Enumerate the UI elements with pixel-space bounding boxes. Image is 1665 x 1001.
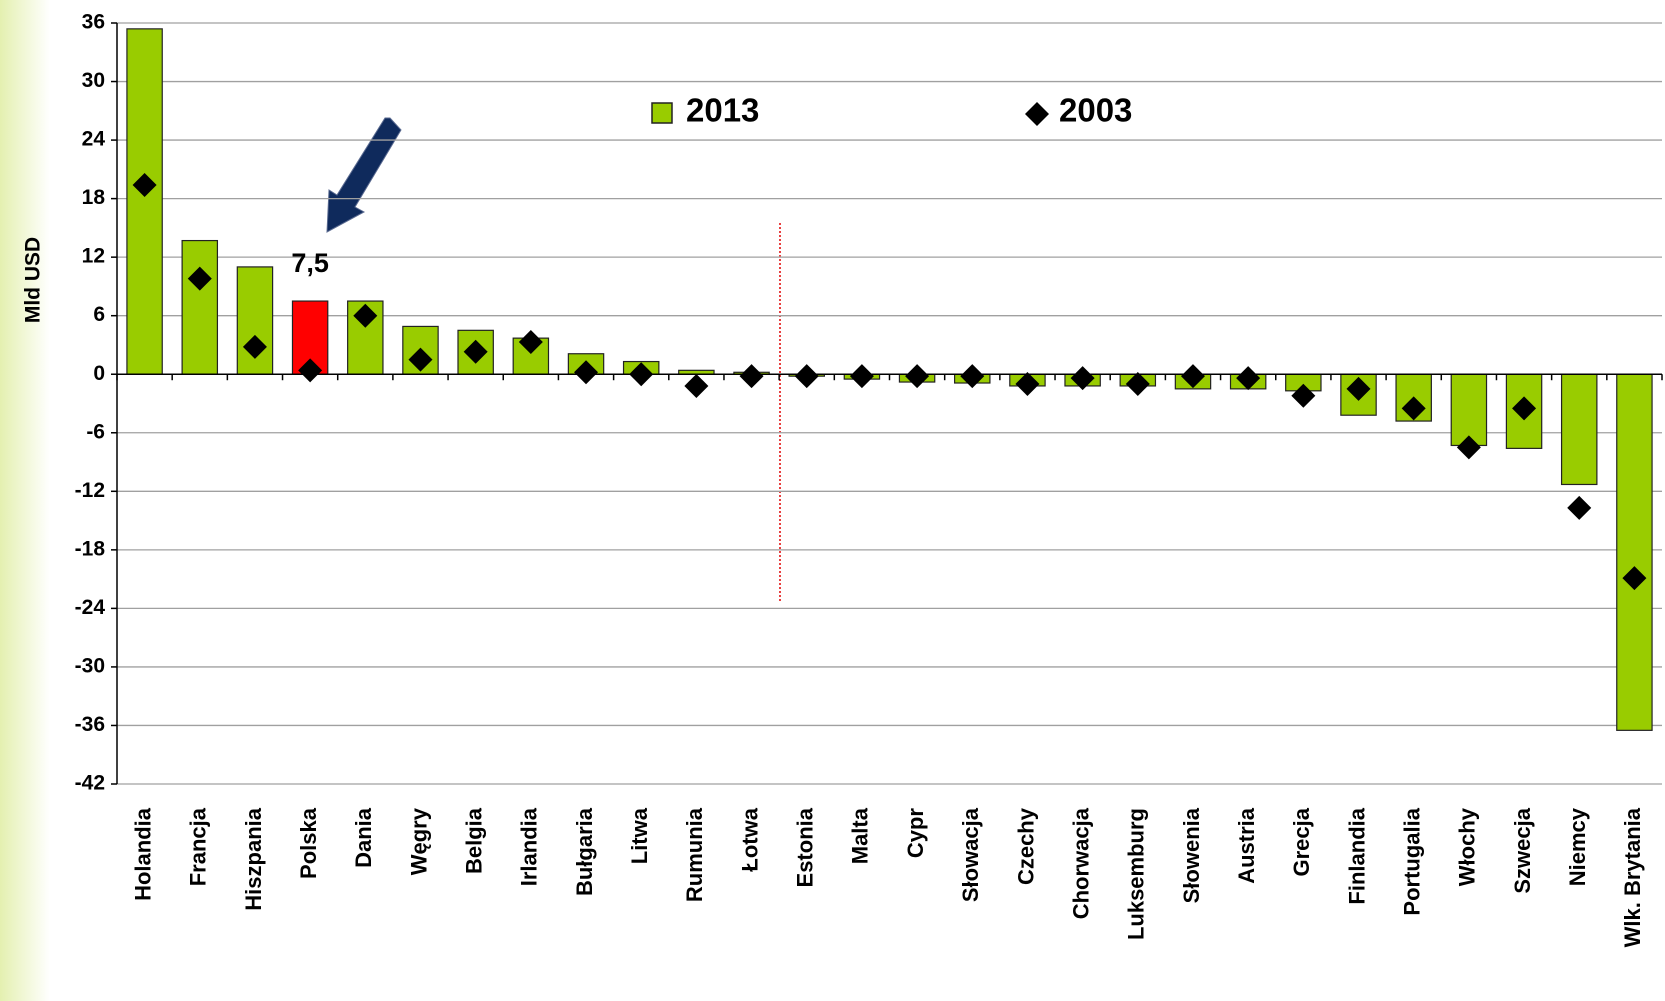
marker bbox=[1125, 371, 1150, 396]
x-tick-label: Wlk. Brytania bbox=[1620, 807, 1645, 947]
marker bbox=[353, 303, 378, 328]
x-tick-label: Grecja bbox=[1289, 807, 1314, 876]
x-tick-label: Niemcy bbox=[1565, 807, 1590, 886]
marker bbox=[960, 364, 985, 389]
marker bbox=[849, 364, 874, 389]
y-tick-label: 6 bbox=[93, 303, 105, 326]
marker bbox=[187, 266, 212, 291]
y-tick-label: 30 bbox=[82, 69, 105, 92]
y-tick-label: 12 bbox=[82, 245, 105, 268]
x-tick-label: Irlandia bbox=[517, 807, 542, 886]
x-tick-label: Litwa bbox=[627, 807, 652, 864]
x-tick-label: Słowenia bbox=[1179, 807, 1204, 903]
y-tick-label: 36 bbox=[82, 11, 105, 34]
bar bbox=[1616, 373, 1653, 731]
legend-swatch bbox=[1025, 102, 1049, 126]
marker bbox=[739, 364, 764, 389]
marker bbox=[905, 364, 930, 389]
marker bbox=[408, 347, 433, 372]
marker bbox=[1512, 396, 1537, 421]
marker bbox=[1291, 383, 1316, 408]
legend-label: 2013 bbox=[686, 92, 759, 129]
marker bbox=[1346, 376, 1371, 401]
x-tick-label: Węgry bbox=[406, 807, 431, 875]
marker bbox=[1622, 566, 1647, 591]
y-tick-label: -42 bbox=[75, 772, 105, 795]
y-tick-label: -36 bbox=[75, 713, 105, 736]
marker bbox=[1456, 435, 1481, 460]
y-tick-label: -18 bbox=[75, 537, 106, 560]
x-tick-label: Cypr bbox=[903, 808, 928, 859]
x-tick-label: Bułgaria bbox=[572, 807, 597, 896]
y-tick-label: -30 bbox=[75, 654, 105, 677]
background-strip bbox=[0, 0, 50, 1001]
marker bbox=[463, 339, 488, 364]
marker bbox=[1180, 364, 1205, 389]
x-tick-label: Belgia bbox=[461, 807, 486, 874]
marker bbox=[242, 334, 267, 359]
marker bbox=[132, 172, 157, 197]
y-tick-label: 0 bbox=[93, 362, 105, 385]
x-tick-label: Rumunia bbox=[682, 807, 707, 902]
x-tick-label: Hiszpania bbox=[241, 807, 266, 910]
marker bbox=[298, 358, 323, 383]
x-tick-label: Polska bbox=[296, 807, 321, 879]
x-tick-label: Dania bbox=[351, 807, 376, 868]
x-tick-label: Finlandia bbox=[1344, 807, 1369, 904]
bar bbox=[181, 239, 219, 375]
y-tick-label: -12 bbox=[75, 479, 105, 502]
x-tick-label: Austria bbox=[1234, 807, 1259, 884]
marker bbox=[684, 373, 709, 398]
arrow bbox=[326, 117, 402, 233]
marker bbox=[794, 364, 819, 389]
marker bbox=[1567, 495, 1592, 520]
x-tick-label: Holandia bbox=[130, 807, 155, 901]
bar bbox=[126, 28, 163, 375]
marker bbox=[629, 362, 654, 387]
marker bbox=[1236, 366, 1261, 391]
x-tick-label: Łotwa bbox=[737, 807, 762, 871]
bar bbox=[1560, 373, 1598, 486]
y-tick-label: -6 bbox=[86, 420, 105, 443]
x-tick-label: Portugalia bbox=[1400, 807, 1425, 915]
x-tick-label: Szwecja bbox=[1510, 807, 1535, 893]
y-tick-label: -24 bbox=[75, 596, 106, 619]
x-tick-label: Estonia bbox=[793, 807, 818, 887]
x-tick-label: Czechy bbox=[1013, 807, 1038, 885]
x-tick-label: Luksemburg bbox=[1124, 808, 1149, 940]
y-tick-label: 24 bbox=[82, 128, 106, 151]
y-axis-label: Mld USD bbox=[22, 237, 45, 323]
marker bbox=[1401, 396, 1426, 421]
bar bbox=[1450, 373, 1488, 447]
x-tick-label: Chorwacja bbox=[1068, 807, 1093, 919]
legend-label: 2003 bbox=[1059, 92, 1132, 129]
x-tick-label: Francja bbox=[186, 807, 211, 886]
marker bbox=[1015, 371, 1040, 396]
x-tick-label: Malta bbox=[848, 807, 873, 864]
y-tick-label: 18 bbox=[82, 186, 106, 209]
x-tick-label: Włochy bbox=[1455, 807, 1480, 886]
legend-swatch bbox=[651, 102, 673, 124]
marker bbox=[1070, 366, 1095, 391]
data-label: 7,5 bbox=[291, 248, 329, 278]
marker bbox=[574, 360, 599, 385]
x-tick-label: Słowacja bbox=[958, 807, 983, 902]
marker bbox=[518, 330, 543, 355]
